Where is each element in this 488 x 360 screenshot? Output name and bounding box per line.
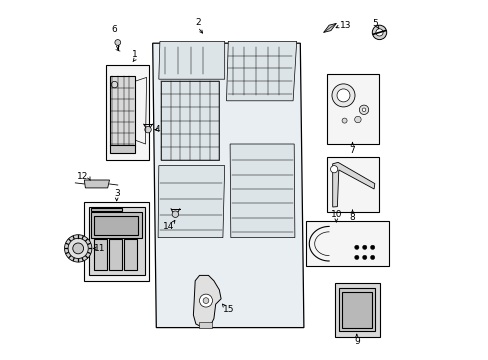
Polygon shape [84, 180, 109, 188]
Polygon shape [230, 144, 294, 238]
Bar [161, 81, 219, 160]
Bar [94, 239, 106, 270]
Circle shape [362, 245, 366, 249]
Circle shape [331, 84, 354, 107]
Polygon shape [332, 162, 374, 207]
Polygon shape [193, 275, 221, 328]
Circle shape [362, 108, 365, 112]
Bar [109, 239, 122, 270]
Circle shape [203, 298, 208, 303]
Polygon shape [323, 23, 336, 32]
Bar [110, 76, 135, 146]
Bar [334, 283, 379, 337]
Bar [326, 74, 379, 144]
Bar [110, 145, 135, 153]
Bar [342, 292, 371, 328]
Circle shape [342, 118, 346, 123]
Circle shape [73, 243, 83, 254]
Circle shape [359, 105, 368, 114]
Bar [106, 65, 149, 160]
Bar [326, 157, 379, 212]
Circle shape [199, 294, 212, 307]
Text: 2: 2 [195, 18, 201, 27]
Circle shape [172, 211, 178, 217]
Text: 7: 7 [349, 145, 355, 155]
Bar [199, 322, 212, 328]
Bar [91, 212, 142, 238]
Text: 3: 3 [114, 189, 120, 198]
Bar [91, 208, 122, 211]
Polygon shape [152, 43, 303, 328]
Bar [339, 288, 374, 331]
Text: 13: 13 [339, 21, 350, 30]
Text: 8: 8 [349, 213, 355, 222]
Text: 12: 12 [77, 172, 88, 181]
Bar [305, 221, 387, 266]
Circle shape [68, 238, 88, 258]
Circle shape [354, 116, 361, 123]
Circle shape [375, 29, 382, 36]
Circle shape [371, 25, 386, 40]
Circle shape [354, 245, 358, 249]
Text: 4: 4 [154, 125, 160, 134]
Circle shape [370, 255, 374, 260]
Circle shape [336, 89, 349, 102]
Text: 6: 6 [111, 25, 117, 34]
Circle shape [115, 40, 121, 45]
Bar [89, 207, 145, 275]
Circle shape [362, 255, 366, 260]
Text: 14: 14 [162, 222, 174, 231]
Text: 11: 11 [94, 244, 105, 253]
Text: 15: 15 [222, 305, 234, 314]
Polygon shape [226, 41, 296, 101]
Circle shape [354, 255, 358, 260]
Circle shape [330, 166, 337, 173]
Text: 5: 5 [371, 19, 377, 28]
Circle shape [64, 235, 92, 262]
Text: 1: 1 [132, 50, 137, 59]
Circle shape [370, 245, 374, 249]
Polygon shape [159, 41, 224, 79]
Polygon shape [158, 166, 224, 238]
Bar [124, 239, 137, 270]
Text: 9: 9 [353, 338, 359, 346]
Circle shape [144, 126, 151, 133]
Bar [94, 216, 138, 235]
Text: 10: 10 [330, 210, 341, 219]
Bar [84, 202, 149, 281]
